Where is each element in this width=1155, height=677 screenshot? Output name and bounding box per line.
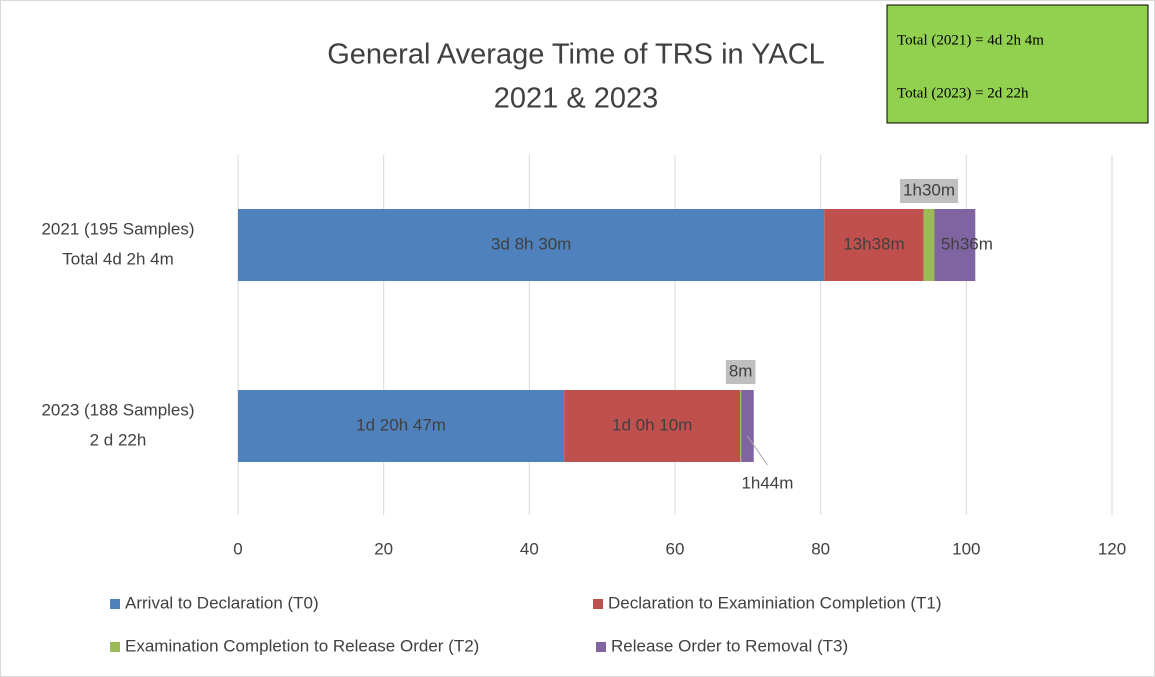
bar-segment [824, 209, 924, 281]
bar-segment [740, 390, 742, 462]
legend-swatch [593, 599, 603, 609]
bar-segment [564, 390, 741, 462]
y-tick-label: Total 4d 2h 4m [62, 249, 174, 268]
bar-segment [923, 209, 935, 281]
x-tick-label: 40 [520, 539, 539, 558]
x-tick-label: 80 [811, 539, 830, 558]
legend-swatch [110, 599, 120, 609]
legend-label: Examination Completion to Release Order … [125, 636, 479, 655]
y-tick-label: 2 d 22h [90, 430, 147, 449]
bar-segment [238, 209, 825, 281]
bar-segment [238, 390, 565, 462]
data-label: 1d 20h 47m [356, 415, 446, 434]
data-label-bg [725, 360, 756, 384]
x-tick-label: 100 [952, 539, 980, 558]
legend-swatch [110, 642, 120, 652]
x-tick-label: 120 [1098, 539, 1126, 558]
y-tick-label: 2021 (195 Samples) [41, 219, 194, 238]
data-label: 13h38m [843, 234, 904, 253]
x-tick-label: 0 [233, 539, 242, 558]
data-label: 1d 0h 10m [612, 415, 692, 434]
chart-title: 2021 & 2023 [494, 83, 658, 115]
y-tick-label: 2023 (188 Samples) [41, 400, 194, 419]
annotation: Total (2021) = 4d 2h 4m [897, 32, 1044, 48]
data-label: 5h36m [941, 234, 993, 253]
bar-segment [934, 209, 976, 281]
data-label: 1h30m [903, 180, 955, 199]
legend-label: Release Order to Removal (T3) [611, 636, 848, 655]
annotation: Total (2023) = 2d 22h [897, 85, 1029, 101]
data-label: 3d 8h 30m [491, 234, 571, 253]
x-tick-label: 20 [374, 539, 393, 558]
bar-segment [741, 390, 754, 462]
data-label: 8m [729, 361, 753, 380]
annotation-box [886, 4, 1149, 124]
legend-swatch [596, 642, 606, 652]
legend-label: Arrival to Declaration (T0) [125, 593, 319, 612]
chart-title: General Average Time of TRS in YACL [327, 39, 825, 71]
data-label-bg [900, 179, 959, 203]
data-label: 1h44m [741, 473, 793, 492]
legend-label: Declaration to Examiniation Completion (… [608, 593, 942, 612]
x-tick-label: 60 [666, 539, 685, 558]
leader-line [747, 435, 768, 466]
